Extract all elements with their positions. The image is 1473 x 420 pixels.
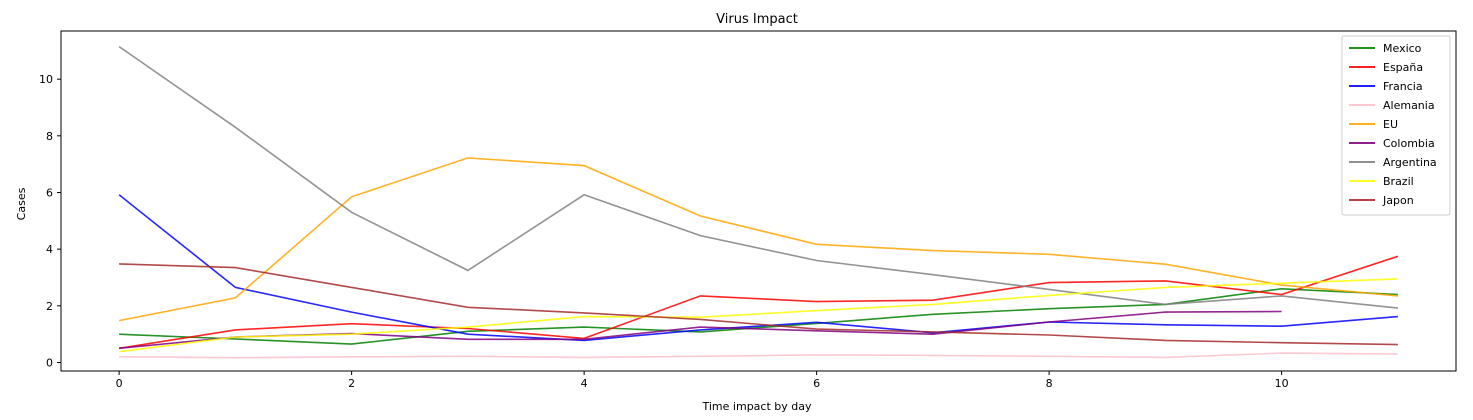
x-tick-label: 8 [1046,377,1053,390]
series-line-brazil [118,278,1398,353]
x-tick-label: 0 [116,377,123,390]
series-line-alemania [119,352,1398,359]
legend-label-brazil: Brazil [1383,175,1414,188]
legend-label-alemania: Alemania [1383,99,1435,112]
legend-label-eu: EU [1383,118,1398,131]
legend-label-colombia: Colombia [1383,137,1435,150]
series-line-argentina [118,45,1398,309]
y-tick-label: 6 [46,187,53,200]
series-line-japon [119,263,1398,346]
series-line-mexico [119,287,1398,345]
x-tick-label: 2 [348,377,355,390]
series-line-francia [118,194,1398,342]
legend: Mexico España Francia Alemania EU Colombia Arg… [1341,35,1451,216]
y-tick-label: 4 [46,243,53,256]
series-line-espa-a [118,255,1399,350]
x-axis-label: Time impact by day [702,400,812,413]
x-tick-label: 6 [813,377,820,390]
y-axis-label: Cases [15,187,28,220]
legend-label-japon: Japon [1382,194,1414,207]
plot-area: 0 2 4 6 8 10 0 2 4 6 8 10 [39,30,1457,390]
legend-label-argentina: Argentina [1383,156,1437,169]
y-tick-label: 2 [46,300,53,313]
x-tick-label: 4 [581,377,588,390]
y-tick-label: 0 [46,357,53,370]
series-line-eu [118,157,1398,322]
plot-frame [60,30,1457,372]
legend-label-mexico: Mexico [1383,42,1422,55]
legend-label-francia: Francia [1383,80,1423,93]
y-tick-label: 8 [46,130,53,143]
legend-label-espa-a: España [1383,61,1423,74]
chart-title: Virus Impact [716,12,798,27]
y-tick-label: 10 [39,73,53,86]
legend-box [1341,35,1451,216]
x-tick-label: 10 [1275,377,1289,390]
